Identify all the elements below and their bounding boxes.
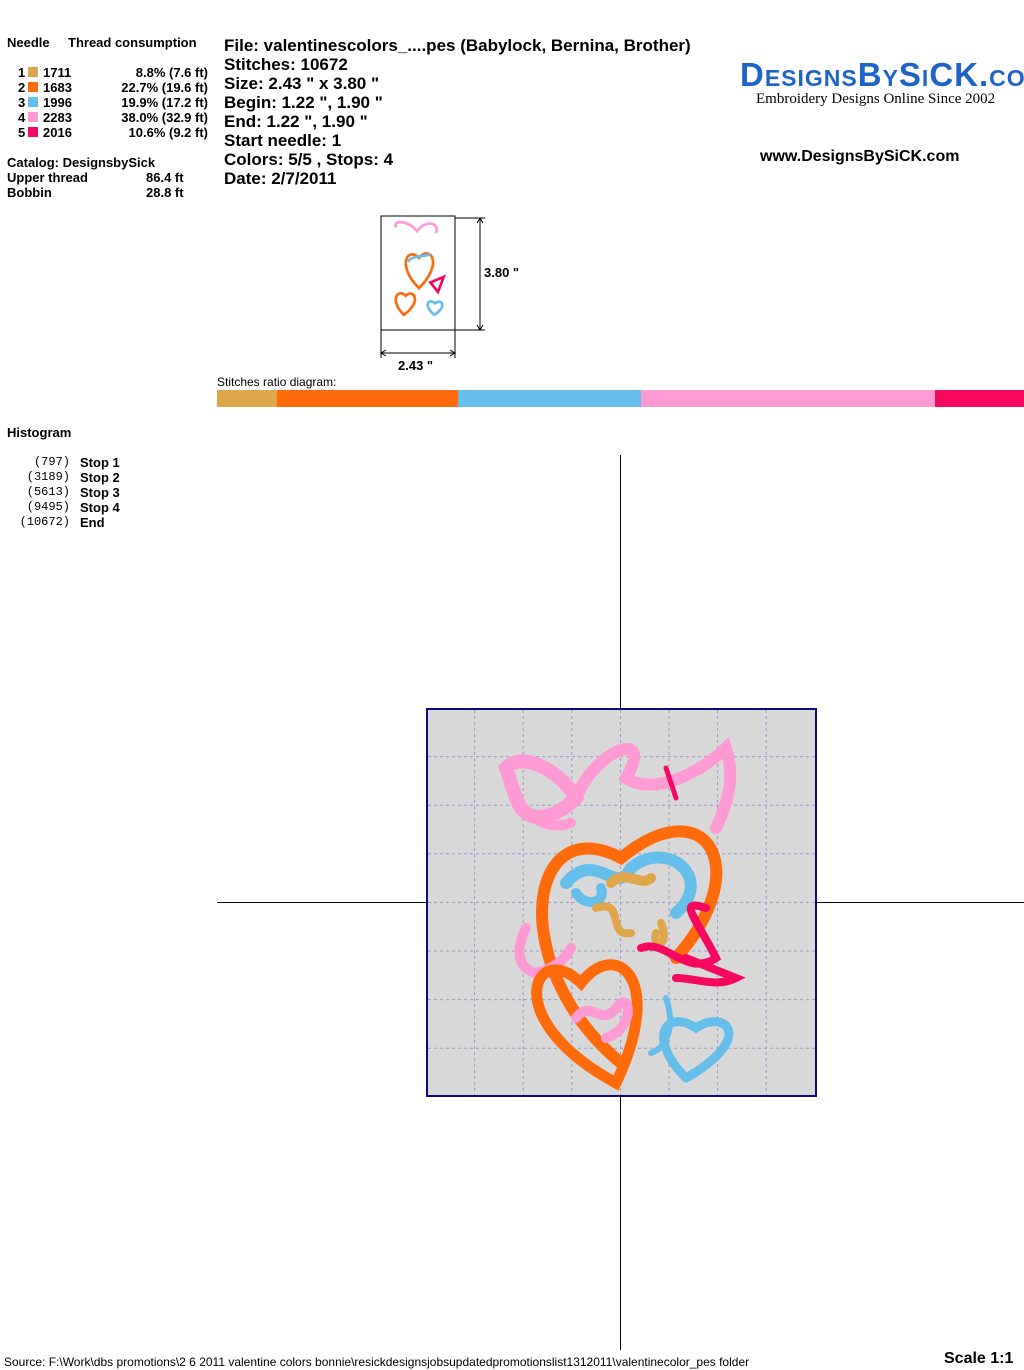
width-label: 2.43 " [398,358,434,373]
start-needle-info: Start needle: 1 [224,131,342,150]
thread-row: 4 2283 38.0% (32.9 ft) [0,110,215,125]
thread-code: 1996 [43,95,72,110]
website-link[interactable]: www.DesignsBySiCK.com [760,148,960,165]
stitches-info: Stitches: 10672 [224,55,348,74]
stitch-count: (10672) [19,515,70,529]
thread-color-swatch [28,97,38,107]
thread-consumption: 19.9% (17.2 ft) [121,95,208,110]
ratio-segment [217,390,278,407]
stop-label: Stop 3 [80,485,120,500]
stitch-count: (3189) [26,470,70,484]
thread-code: 1711 [43,65,72,80]
thread-code: 1683 [43,80,72,95]
needle-number: 3 [18,95,26,110]
ratio-segment [934,390,1024,407]
thread-row: 5 2016 10.6% (9.2 ft) [0,125,215,140]
bobbin-value: 28.8 ft [146,185,184,200]
thread-color-swatch [28,67,38,77]
thread-color-swatch [28,127,38,137]
thread-color-swatch [28,112,38,122]
design-preview [426,708,817,1097]
bobbin-label: Bobbin [7,185,52,200]
stop-label: Stop 4 [80,500,120,515]
stop-label: Stop 2 [80,470,120,485]
stitch-count: (9495) [26,500,70,514]
stitches-ratio-bar [217,390,1024,407]
needle-number: 4 [18,110,26,125]
ratio-segment [277,390,459,407]
stitch-count: (5613) [26,485,70,499]
scale-label: Scale 1:1 [944,1350,1014,1367]
colors-info: Colors: 5/5 , Stops: 4 [224,150,394,169]
needle-header: Needle [7,35,50,50]
height-label: 3.80 " [484,265,520,280]
end-info: End: 1.22 ", 1.90 " [224,112,368,131]
thread-consumption: 38.0% (32.9 ft) [121,110,208,125]
source-path: Source: F:\Work\dbs promotions\2 6 2011 … [4,1355,750,1369]
needle-number: 1 [18,65,26,80]
thread-color-swatch [28,82,38,92]
histogram-title: Histogram [7,425,72,440]
upper-thread-value: 86.4 ft [146,170,184,185]
ratio-segment [458,390,642,407]
thread-code: 2283 [43,110,72,125]
needle-number: 5 [18,125,26,140]
logo: DesignsBySiCK.com [740,56,1024,93]
ratio-segment [641,390,935,407]
design-thumbnail [380,215,485,358]
thread-row: 3 1996 19.9% (17.2 ft) [0,95,215,110]
date-info: Date: 2/7/2011 [224,169,337,188]
stop-label: End [80,515,105,530]
thread-row: 1 1711 8.8% (7.6 ft) [0,65,215,80]
logo-tagline: Embroidery Designs Online Since 2002 [756,91,996,107]
size-info: Size: 2.43 " x 3.80 " [224,74,380,93]
file-info: File: valentinescolors_....pes (Babylock… [224,36,691,55]
thread-consumption: 10.6% (9.2 ft) [128,125,208,140]
begin-info: Begin: 1.22 ", 1.90 " [224,93,383,112]
thread-row: 2 1683 22.7% (19.6 ft) [0,80,215,95]
thread-code: 2016 [43,125,72,140]
stop-label: Stop 1 [80,455,120,470]
needle-number: 2 [18,80,26,95]
ratio-label: Stitches ratio diagram: [217,375,337,389]
upper-thread-label: Upper thread [7,170,88,185]
stitch-count: (797) [33,455,70,469]
thread-consumption: 22.7% (19.6 ft) [121,80,208,95]
catalog: Catalog: DesignsbySick [7,155,156,170]
thread-consumption: 8.8% (7.6 ft) [135,65,208,80]
thread-consumption-header: Thread consumption [68,35,197,50]
